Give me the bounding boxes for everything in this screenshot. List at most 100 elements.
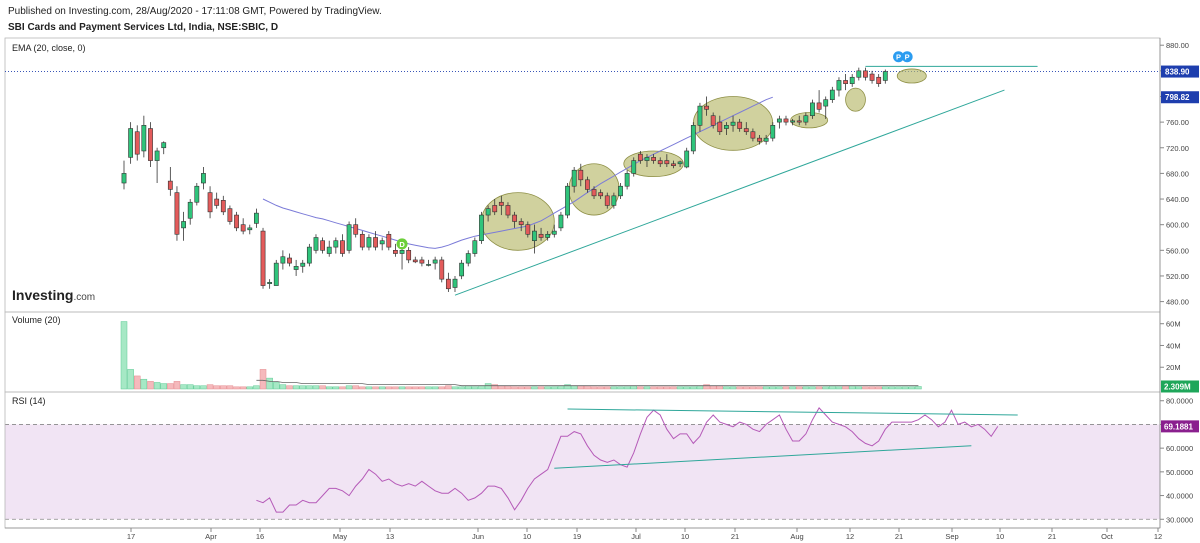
pattern-ellipse xyxy=(845,87,866,112)
x-tick-label: Jul xyxy=(631,532,641,541)
candle-body xyxy=(161,142,167,149)
volume-bar xyxy=(743,386,750,390)
rsi-trendline xyxy=(567,408,1018,416)
x-tick-label: Oct xyxy=(1101,532,1114,541)
candle-body xyxy=(776,118,782,123)
x-tick-label: 10 xyxy=(996,532,1004,541)
candle-body xyxy=(485,208,491,216)
volume-bar xyxy=(676,386,684,390)
candle-body xyxy=(849,76,855,84)
candle-body xyxy=(167,180,173,190)
x-tick-label: Apr xyxy=(205,532,217,541)
candle-body xyxy=(631,160,637,174)
candle-body xyxy=(724,125,729,129)
candle-body xyxy=(743,128,749,133)
volume-bar xyxy=(829,385,836,390)
x-tick-label: Jun xyxy=(472,532,484,541)
volume-bar xyxy=(431,386,439,390)
marker-label: D xyxy=(399,240,405,249)
volume-bar xyxy=(325,386,333,390)
candle-body xyxy=(472,240,478,254)
candle-body xyxy=(445,278,451,290)
volume-bar xyxy=(663,386,671,390)
volume-bar xyxy=(458,386,465,390)
candle-body xyxy=(664,160,670,165)
x-tick-label: 21 xyxy=(731,532,739,541)
candle-body xyxy=(439,259,445,280)
marker-label: P xyxy=(896,53,901,62)
volume-bar xyxy=(147,381,154,390)
candle-body xyxy=(538,233,544,238)
volume-bar xyxy=(286,385,293,390)
candle-body xyxy=(254,212,259,224)
marker-circle xyxy=(396,238,408,250)
ema-value-label-bg xyxy=(1161,91,1199,104)
candle-body xyxy=(267,282,273,284)
candle-body xyxy=(194,185,200,203)
volume-bar xyxy=(908,386,916,390)
volume-bar xyxy=(319,385,326,390)
candle-body xyxy=(578,169,584,181)
volume-bar xyxy=(339,386,346,390)
candle-body xyxy=(584,179,590,190)
x-tick-label: Aug xyxy=(790,532,803,541)
volume-bar xyxy=(802,386,810,390)
x-tick-label: 10 xyxy=(523,532,531,541)
candle-body xyxy=(737,121,743,129)
candle-body xyxy=(121,173,127,184)
volume-bar xyxy=(769,386,777,390)
candle-body xyxy=(426,264,431,266)
candle-body xyxy=(273,262,279,286)
candle-body xyxy=(399,250,405,254)
volume-bar xyxy=(557,385,565,390)
volume-bar xyxy=(378,386,386,390)
volume-bar xyxy=(723,386,730,390)
volume-bar xyxy=(498,385,505,390)
pattern-ellipse xyxy=(790,112,829,129)
volume-bar xyxy=(776,386,783,390)
volume-bar xyxy=(835,386,843,390)
candle-body xyxy=(419,259,425,264)
candle-body xyxy=(379,240,385,245)
candle-body xyxy=(287,257,292,264)
price-tick-label: 760.00 xyxy=(1166,118,1189,127)
candle-body xyxy=(201,173,206,184)
volume-bar xyxy=(233,386,240,390)
volume-bar xyxy=(623,386,631,390)
volume-bar xyxy=(610,386,618,390)
volume-bar xyxy=(604,386,611,390)
volume-bar xyxy=(564,384,571,390)
candle-body xyxy=(618,185,623,197)
rsi-tick-label: 40.0000 xyxy=(1166,492,1193,501)
candle-body xyxy=(591,189,597,197)
candle-body xyxy=(498,201,504,206)
candle-body xyxy=(783,118,789,123)
volume-bar xyxy=(901,386,909,390)
rsi-tick-label: 50.0000 xyxy=(1166,468,1193,477)
candle-body xyxy=(525,224,531,235)
candle-body xyxy=(373,237,378,248)
volume-bar xyxy=(915,386,922,390)
price-tick-label: 480.00 xyxy=(1166,298,1189,307)
volume-bar xyxy=(630,385,637,390)
rsi-last-label: 69.1881 xyxy=(1164,422,1193,431)
pattern-ellipse xyxy=(481,192,555,251)
volume-bar xyxy=(193,385,201,390)
volume-bar xyxy=(656,386,664,390)
volume-bar xyxy=(392,386,399,390)
volume-bar xyxy=(133,375,141,390)
candle-body xyxy=(863,70,868,78)
candle-body xyxy=(704,105,709,110)
candle-body xyxy=(869,73,875,81)
volume-panel-title: Volume (20) xyxy=(12,315,61,325)
candle-body xyxy=(882,71,888,81)
candle-body xyxy=(174,192,180,235)
candle-body xyxy=(247,227,253,231)
volume-bar xyxy=(464,385,472,390)
x-tick-label: 21 xyxy=(1048,532,1056,541)
candle-body xyxy=(214,198,220,206)
candle-body xyxy=(393,250,398,254)
volume-ma-line xyxy=(256,379,919,387)
candle-body xyxy=(359,233,365,248)
